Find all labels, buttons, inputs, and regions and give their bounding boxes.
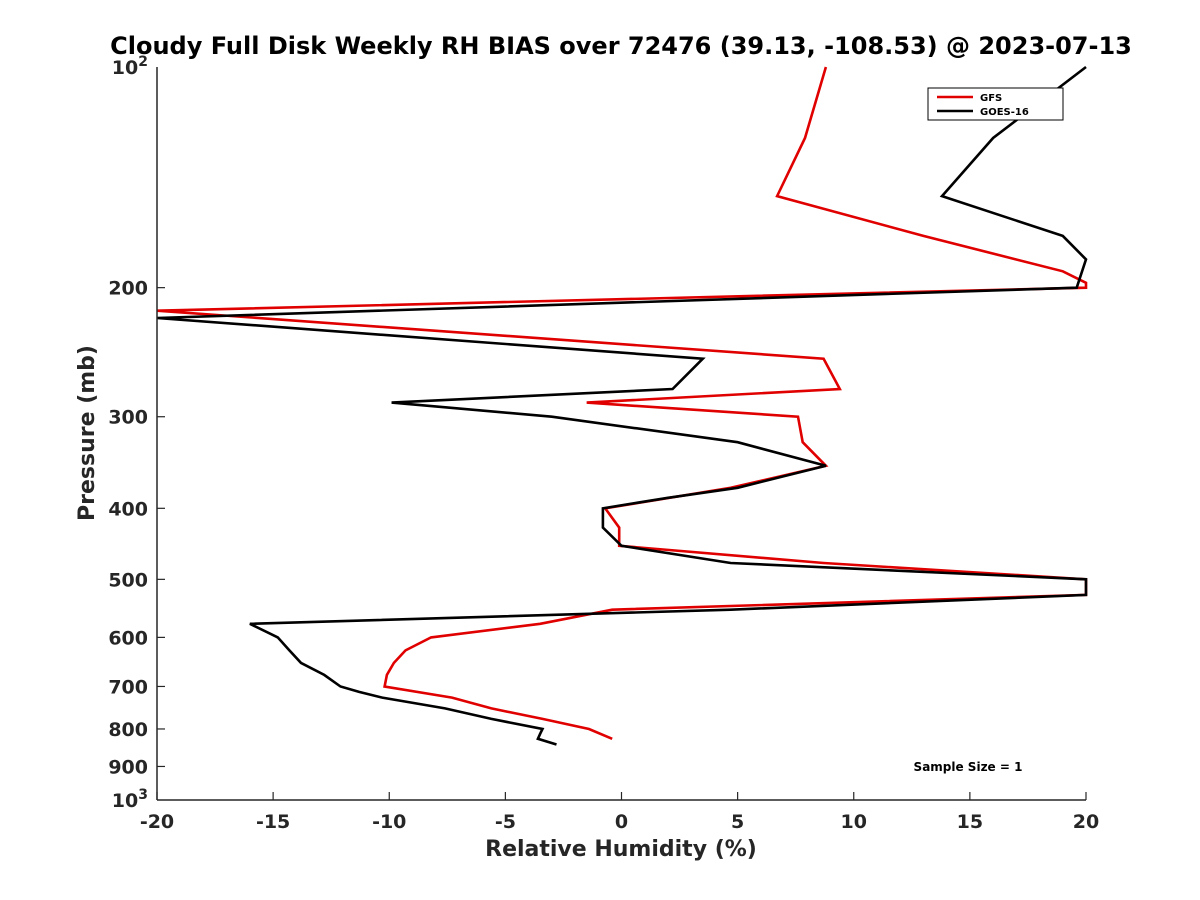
legend-label: GOES-16 xyxy=(980,107,1029,118)
x-tick-label: -5 xyxy=(495,811,516,833)
y-tick-label: 400 xyxy=(108,498,148,520)
sample-size-annotation: Sample Size = 1 xyxy=(914,760,1023,774)
axis-layer: -20 -15 -10 -5 0 5 10 15 20 200 300 400 500 600 700 800… xyxy=(108,54,1099,833)
y-tick-label: 200 xyxy=(108,278,148,300)
series-line-goes-16 xyxy=(156,65,1088,746)
x-tick-label: -15 xyxy=(256,811,290,833)
y-tick-label: 103 xyxy=(112,787,148,812)
x-tick-label: 5 xyxy=(731,811,744,833)
legend: GFS GOES-16 xyxy=(927,87,1064,121)
y-tick-label: 700 xyxy=(108,676,148,698)
x-tick-label: 15 xyxy=(957,811,983,833)
series-line-gfs xyxy=(156,66,1088,740)
x-tick-label: 10 xyxy=(841,811,867,833)
y-tick-label: 600 xyxy=(108,627,148,649)
x-axis-label: Relative Humidity (%) xyxy=(485,837,757,862)
chart-title: Cloudy Full Disk Weekly RH BIAS over 724… xyxy=(110,32,1132,60)
y-tick-label: 500 xyxy=(108,569,148,591)
x-tick-label: 0 xyxy=(615,811,628,833)
legend-label: GFS xyxy=(980,93,1002,104)
x-tick-label: -10 xyxy=(372,811,406,833)
y-axis-label: Pressure (mb) xyxy=(75,345,100,521)
series-layer xyxy=(156,65,1088,746)
y-tick-label: 102 xyxy=(112,54,148,79)
y-tick-label: 900 xyxy=(108,756,148,778)
y-tick-label: 800 xyxy=(108,719,148,741)
legend-box xyxy=(927,87,1064,121)
y-tick-label: 300 xyxy=(108,407,148,429)
x-tick-label: 20 xyxy=(1073,811,1099,833)
x-tick-label: -20 xyxy=(140,811,174,833)
